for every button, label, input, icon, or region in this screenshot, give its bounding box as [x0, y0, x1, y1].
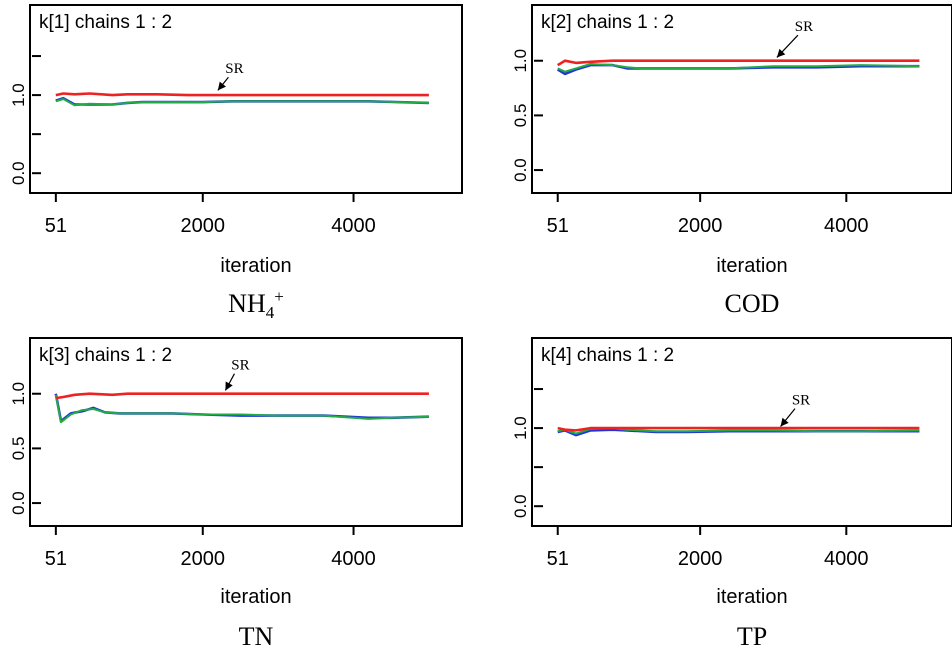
sr-annotation: SR [225, 61, 243, 77]
series-line-1 [557, 63, 920, 76]
series-line-1 [54, 393, 429, 423]
sr-arrowhead [780, 417, 789, 427]
trace-panel-3: k[3] chains 1 : 2 0.0 0.5 1.0 51 2000 4000 iter… [9, 337, 463, 651]
series-line-2 [557, 63, 920, 73]
sr-annotation: SR [231, 358, 249, 374]
x-tick-label: 2000 [181, 215, 226, 237]
x-tick-label: 4000 [824, 548, 869, 570]
y-tick-label: 0.0 [511, 494, 530, 518]
caption-text: TN [239, 622, 274, 651]
y-tick-label: 0.5 [511, 104, 530, 128]
x-axis-label: iteration [220, 255, 291, 277]
series-line-3 [55, 92, 429, 97]
panel-caption: TP [737, 622, 767, 651]
caption-superscript: + [274, 287, 284, 306]
x-axis-label: iteration [716, 255, 787, 277]
series-line-2 [54, 394, 429, 424]
panel-caption: COD [725, 289, 780, 318]
trace-panel-4: k[4] chains 1 : 2 0.0 1.0 51 2000 4000 iterati… [511, 337, 952, 651]
sr-annotation: SR [795, 19, 813, 35]
y-tick-label: 0.5 [9, 437, 28, 461]
plot-title: k[4] chains 1 : 2 [541, 345, 674, 366]
plot-frame [531, 337, 952, 527]
x-tick-label: 2000 [678, 548, 723, 570]
sr-arrowhead [217, 81, 226, 91]
y-tick-label: 0.0 [9, 491, 28, 515]
plot-frame [29, 4, 463, 194]
y-tick-label: 1.0 [511, 49, 530, 73]
x-tick-label: 4000 [824, 215, 869, 237]
panel-caption: NH4+ [228, 287, 284, 322]
series-line-3 [55, 392, 429, 400]
sr-arrowhead [776, 48, 786, 58]
y-tick-label: 0.0 [9, 161, 28, 185]
plot-title: k[2] chains 1 : 2 [541, 12, 674, 33]
series-line-3 [557, 426, 920, 432]
x-tick-label: 51 [45, 215, 67, 237]
x-tick-label: 2000 [678, 215, 723, 237]
x-tick-label: 51 [547, 548, 569, 570]
sr-annotation: SR [792, 393, 810, 409]
series-line-2 [557, 427, 920, 435]
caption-text: NH [228, 289, 266, 318]
x-tick-label: 51 [45, 548, 67, 570]
trace-panel-1: k[1] chains 1 : 2 0.0 1.0 51 2000 4000 iterati… [9, 4, 463, 322]
series-line-2 [55, 98, 429, 107]
x-axis-label: iteration [220, 586, 291, 608]
plot-title: k[1] chains 1 : 2 [39, 12, 172, 33]
caption-subscript: 4 [266, 303, 275, 322]
caption-text: TP [737, 622, 767, 651]
y-tick-label: 0.0 [511, 158, 530, 182]
x-tick-label: 4000 [331, 215, 376, 237]
x-tick-label: 2000 [181, 548, 226, 570]
x-tick-label: 4000 [331, 548, 376, 570]
panel-caption: TN [239, 622, 274, 651]
plot-title: k[3] chains 1 : 2 [39, 345, 172, 366]
x-axis-label: iteration [716, 586, 787, 608]
sr-arrowhead [225, 381, 233, 391]
caption-text: COD [725, 289, 780, 318]
plot-frame [29, 337, 463, 527]
x-tick-label: 51 [547, 215, 569, 237]
plot-frame [531, 4, 952, 194]
y-tick-label: 1.0 [9, 83, 28, 107]
y-tick-label: 1.0 [511, 416, 530, 440]
trace-panel-2: k[2] chains 1 : 2 0.0 0.5 1.0 51 2000 4000 iter… [511, 4, 952, 318]
y-tick-label: 1.0 [9, 382, 28, 406]
series-line-3 [557, 59, 920, 67]
